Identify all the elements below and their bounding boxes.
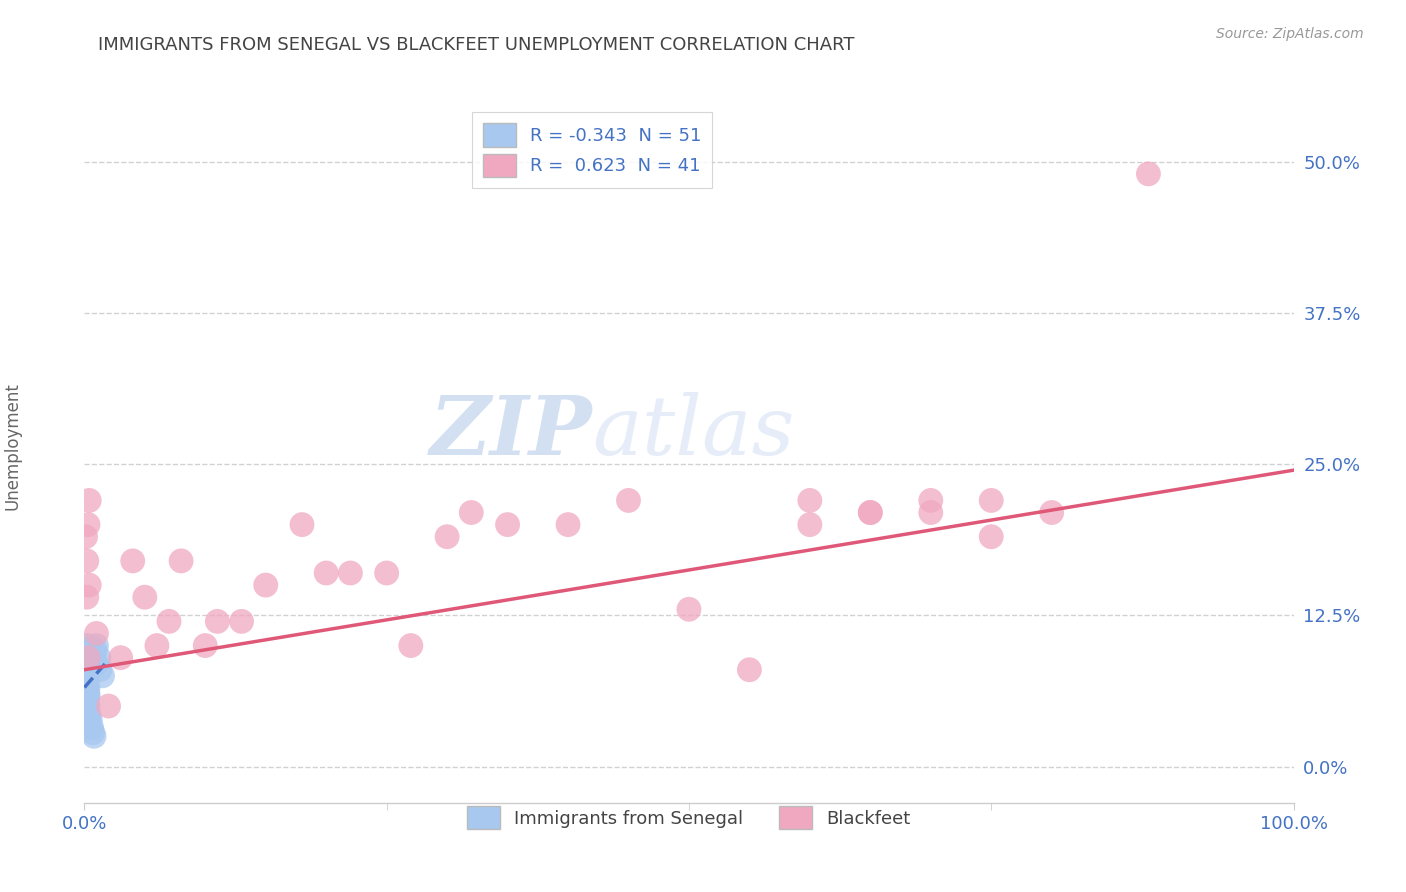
Point — [146, 639, 169, 653]
Point — [194, 639, 217, 653]
Point — [77, 665, 100, 680]
Point — [76, 590, 98, 604]
Point — [75, 669, 97, 683]
Point — [617, 493, 640, 508]
Point — [77, 648, 100, 663]
Point — [91, 669, 114, 683]
Point — [77, 650, 100, 665]
Point — [980, 493, 1002, 508]
Point — [1137, 167, 1160, 181]
Point — [76, 697, 98, 711]
Point — [77, 517, 100, 532]
Point — [97, 699, 120, 714]
Point — [75, 677, 97, 691]
Point — [920, 506, 942, 520]
Point — [77, 645, 100, 659]
Point — [83, 647, 105, 661]
Point — [75, 645, 97, 659]
Point — [87, 650, 110, 665]
Point — [375, 566, 398, 580]
Point — [799, 517, 821, 532]
Point — [75, 650, 97, 665]
Text: atlas: atlas — [592, 392, 794, 472]
Point — [83, 729, 105, 743]
Point — [82, 654, 104, 668]
Point — [77, 708, 100, 723]
Point — [77, 687, 100, 701]
Point — [86, 639, 108, 653]
Point — [80, 721, 103, 735]
Point — [157, 615, 180, 629]
Point — [75, 717, 97, 731]
Point — [75, 701, 97, 715]
Point — [82, 725, 104, 739]
Point — [799, 493, 821, 508]
Point — [77, 578, 100, 592]
Point — [79, 714, 101, 728]
Text: IMMIGRANTS FROM SENEGAL VS BLACKFEET UNEMPLOYMENT CORRELATION CHART: IMMIGRANTS FROM SENEGAL VS BLACKFEET UNE… — [98, 36, 855, 54]
Point — [79, 657, 101, 671]
Point — [75, 687, 97, 701]
Point — [110, 650, 132, 665]
Point — [1040, 506, 1063, 520]
Point — [76, 673, 98, 687]
Point — [76, 693, 98, 707]
Point — [134, 590, 156, 604]
Point — [77, 705, 100, 719]
Point — [77, 690, 100, 704]
Point — [76, 674, 98, 689]
Point — [76, 657, 98, 671]
Point — [75, 674, 97, 689]
Point — [920, 493, 942, 508]
Text: Source: ZipAtlas.com: Source: ZipAtlas.com — [1216, 27, 1364, 41]
Point — [738, 663, 761, 677]
Point — [84, 643, 107, 657]
Point — [76, 657, 98, 671]
Point — [291, 517, 314, 532]
Point — [86, 657, 108, 671]
Point — [75, 693, 97, 707]
Point — [76, 690, 98, 704]
Point — [231, 615, 253, 629]
Point — [121, 554, 143, 568]
Point — [436, 530, 458, 544]
Point — [678, 602, 700, 616]
Point — [77, 660, 100, 674]
Y-axis label: Unemployment: Unemployment — [4, 382, 22, 510]
Point — [496, 517, 519, 532]
Point — [859, 506, 882, 520]
Point — [315, 566, 337, 580]
Point — [339, 566, 361, 580]
Point — [980, 530, 1002, 544]
Point — [76, 639, 98, 653]
Point — [86, 626, 108, 640]
Point — [76, 680, 98, 694]
Point — [859, 506, 882, 520]
Point — [170, 554, 193, 568]
Point — [557, 517, 579, 532]
Point — [79, 640, 101, 655]
Text: ZIP: ZIP — [430, 392, 592, 472]
Point — [254, 578, 277, 592]
Point — [89, 663, 111, 677]
Point — [80, 650, 103, 665]
Point — [76, 681, 98, 695]
Point — [77, 681, 100, 695]
Point — [77, 493, 100, 508]
Point — [77, 653, 100, 667]
Legend: Immigrants from Senegal, Blackfeet: Immigrants from Senegal, Blackfeet — [460, 799, 918, 837]
Point — [460, 506, 482, 520]
Point — [75, 684, 97, 698]
Point — [399, 639, 422, 653]
Point — [77, 699, 100, 714]
Point — [75, 650, 97, 665]
Point — [79, 660, 101, 674]
Point — [207, 615, 229, 629]
Point — [76, 699, 98, 714]
Point — [76, 711, 98, 725]
Point — [75, 530, 97, 544]
Point — [76, 554, 98, 568]
Point — [75, 663, 97, 677]
